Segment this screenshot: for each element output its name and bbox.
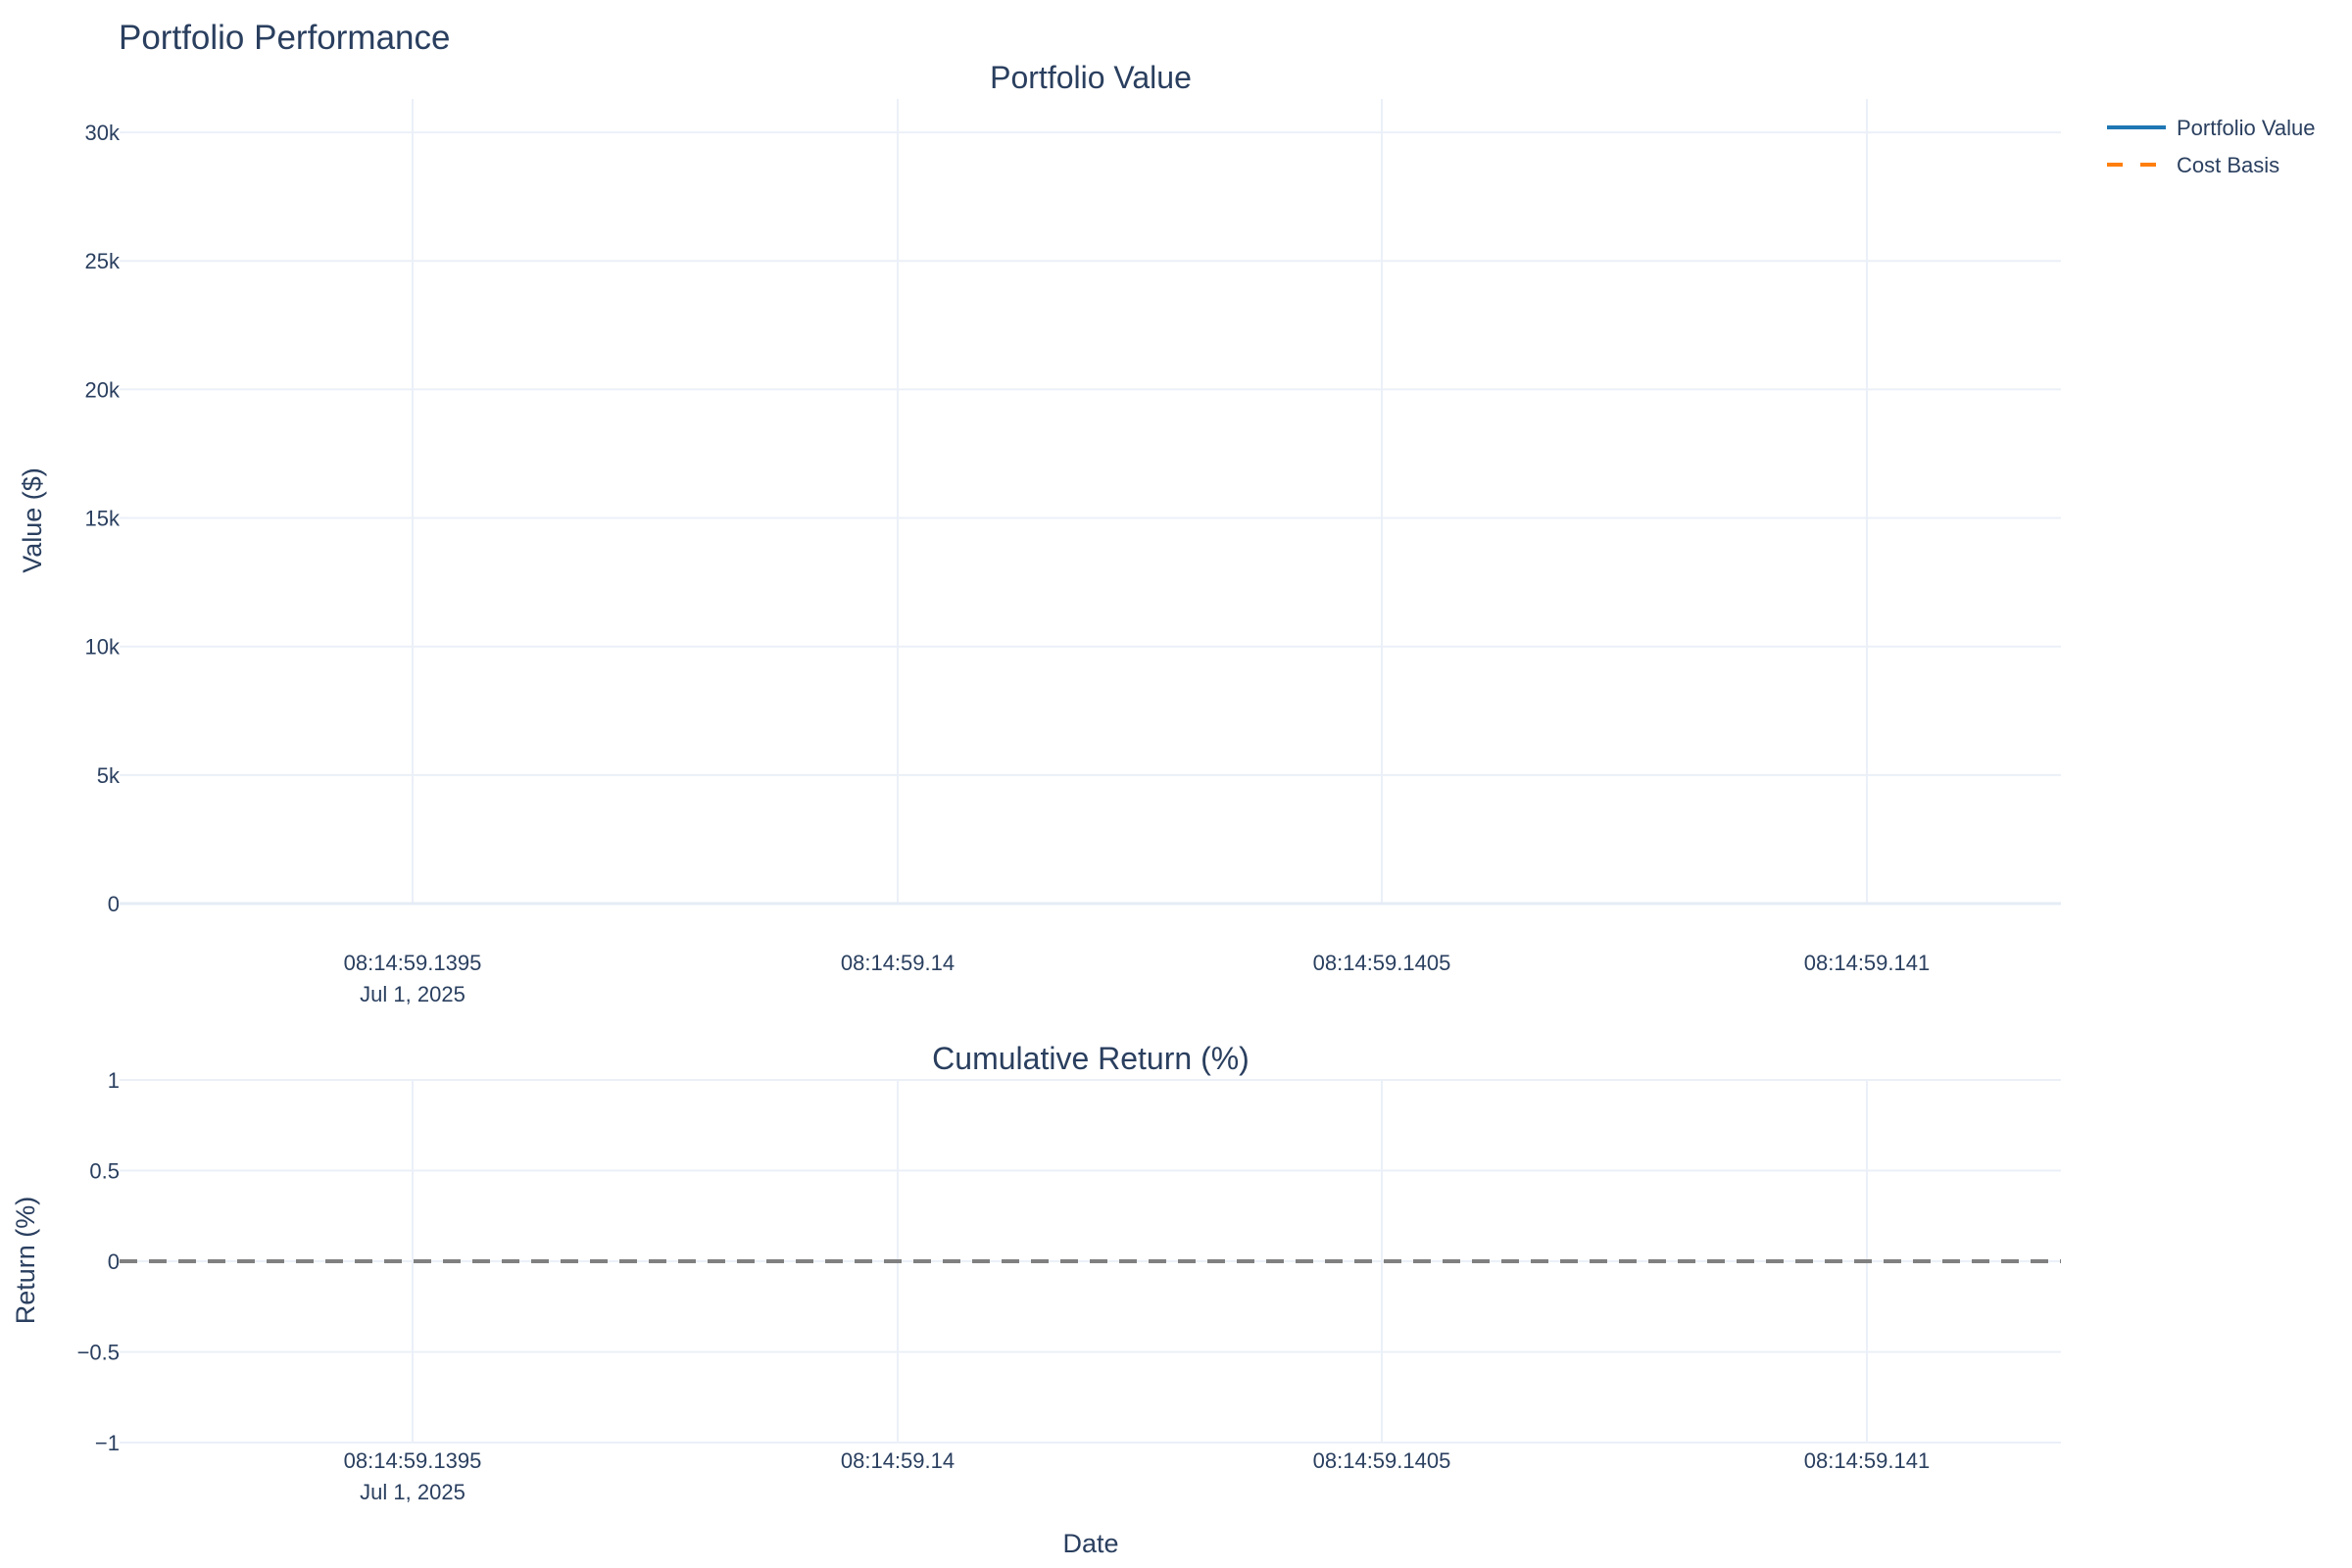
x-tick-label-08-14-59-1395: 08:14:59.1395 xyxy=(344,951,482,975)
portfolio-value-plot: 0 5k 10k 15k 20k 25k 30k 08:14:59.1395 Jul 1, 2… xyxy=(18,60,2061,1006)
portfolio-value-y-gridlines xyxy=(120,131,2061,906)
x-tick-label-08-14-59-1395: 08:14:59.1395 xyxy=(344,1448,482,1473)
x-tick-label-08-14-59-141: 08:14:59.141 xyxy=(1804,1448,1930,1473)
x-tick-label-08-14-59-141: 08:14:59.141 xyxy=(1804,951,1930,975)
cumulative-return-x-tick-labels: 08:14:59.1395 Jul 1, 2025 08:14:59.14 08:14… xyxy=(344,1448,1931,1504)
y-tick-label-25k: 25k xyxy=(85,249,121,273)
y-tick-label-1: 1 xyxy=(108,1068,120,1093)
y-tick-label-10k: 10k xyxy=(85,635,121,660)
x-tick-label-08-14-59-14: 08:14:59.14 xyxy=(841,951,955,975)
legend-label-portfolio-value: Portfolio Value xyxy=(2177,116,2315,140)
x-tick-sublabel-date: Jul 1, 2025 xyxy=(360,1480,466,1504)
cumulative-return-subplot-title: Cumulative Return (%) xyxy=(932,1041,1250,1076)
y-tick-label-0: 0 xyxy=(108,1250,120,1274)
y-tick-label-30k: 30k xyxy=(85,121,121,145)
portfolio-value-subplot-title: Portfolio Value xyxy=(990,60,1192,95)
portfolio-value-x-tick-labels: 08:14:59.1395 Jul 1, 2025 08:14:59.14 08:14… xyxy=(344,951,1931,1006)
portfolio-value-y-tick-labels: 0 5k 10k 15k 20k 25k 30k xyxy=(85,121,121,916)
y-tick-label-0: 0 xyxy=(108,892,120,916)
legend: Portfolio Value Cost Basis xyxy=(2107,116,2315,177)
x-tick-label-08-14-59-14: 08:14:59.14 xyxy=(841,1448,955,1473)
y-tick-label-0-5: −0.5 xyxy=(77,1341,120,1365)
y-tick-label-20k: 20k xyxy=(85,377,121,402)
cumulative-return-y-axis-title: Return (%) xyxy=(11,1197,40,1325)
figure-title: Portfolio Performance xyxy=(119,19,450,57)
y-tick-label-15k: 15k xyxy=(85,507,121,531)
portfolio-value-y-axis-title: Value ($) xyxy=(18,467,47,573)
y-tick-label-0-5: 0.5 xyxy=(89,1159,120,1184)
x-tick-sublabel-date: Jul 1, 2025 xyxy=(360,982,466,1006)
cumulative-return-y-tick-labels: −1 −0.5 0 0.5 1 xyxy=(77,1068,120,1455)
portfolio-value-x-gridlines xyxy=(412,99,1868,904)
x-tick-label-08-14-59-1405: 08:14:59.1405 xyxy=(1313,951,1451,975)
x-axis-title-date: Date xyxy=(1062,1529,1118,1558)
y-tick-label-5k: 5k xyxy=(97,763,121,788)
legend-label-cost-basis: Cost Basis xyxy=(2177,153,2279,177)
y-tick-label-1: −1 xyxy=(95,1431,120,1455)
x-tick-label-08-14-59-1405: 08:14:59.1405 xyxy=(1313,1448,1451,1473)
